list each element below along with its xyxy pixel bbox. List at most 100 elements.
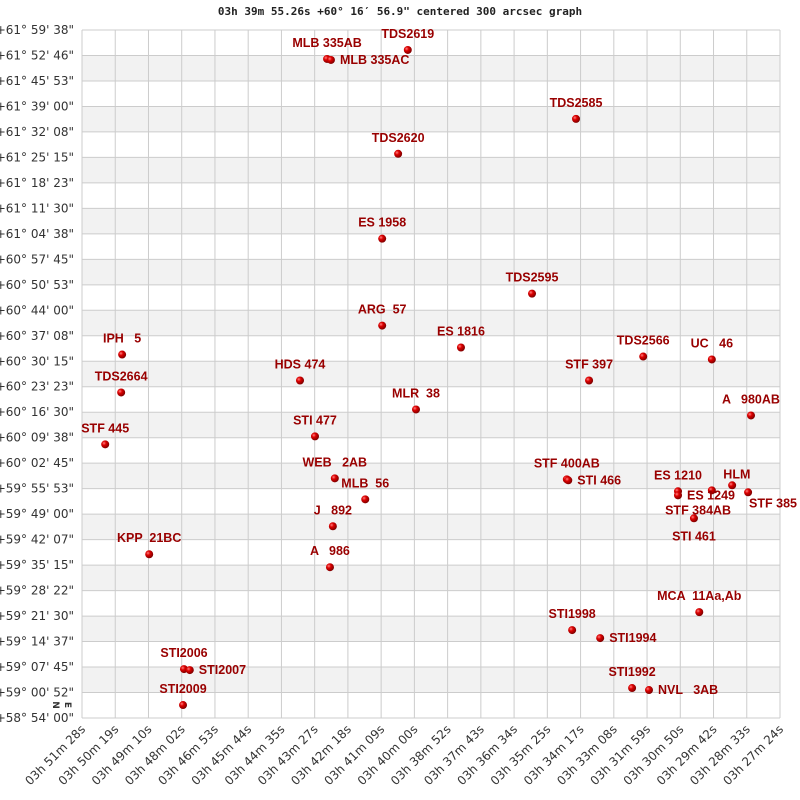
y-tick-label: +59° 35' 15" xyxy=(0,558,74,572)
y-tick-label: +60° 37' 08" xyxy=(0,329,74,343)
star-label: A 986 xyxy=(310,544,350,558)
y-tick-label: +61° 45' 53" xyxy=(0,74,74,88)
star-label: STI 466 xyxy=(577,473,621,487)
north-label: N xyxy=(50,701,60,709)
grid-band xyxy=(82,590,780,617)
y-tick-label: +59° 07' 45" xyxy=(0,660,74,674)
star-marker xyxy=(378,234,387,243)
star-marker xyxy=(145,550,154,559)
grid-band xyxy=(82,488,780,515)
star-marker xyxy=(403,45,412,54)
grid-band xyxy=(82,412,780,438)
star-label: UC 46 xyxy=(691,336,733,350)
east-label: E xyxy=(62,702,72,708)
star-label: MLB 56 xyxy=(341,476,389,490)
grid-band xyxy=(82,30,780,56)
star-label: ES 1816 xyxy=(437,325,485,339)
star-label: STI1992 xyxy=(608,665,655,679)
star-label: STI2007 xyxy=(199,663,246,677)
y-tick-label: +61° 59' 38" xyxy=(0,23,74,37)
star-label: HLM xyxy=(723,467,750,481)
star-label: STI 477 xyxy=(293,413,337,427)
grid-band xyxy=(82,463,780,489)
star-label: STF 397 xyxy=(565,357,613,371)
star-marker xyxy=(118,350,127,359)
y-tick-label: +60° 09' 38" xyxy=(0,431,74,445)
y-tick-label: +60° 44' 00" xyxy=(0,303,74,317)
y-tick-label: +59° 21' 30" xyxy=(0,609,74,623)
star-marker xyxy=(296,376,305,385)
y-tick-label: +61° 39' 00" xyxy=(0,99,74,113)
star-marker xyxy=(728,481,737,490)
star-label: STF 400AB xyxy=(534,456,600,470)
star-label: STI1998 xyxy=(549,607,596,621)
star-label: TDS2566 xyxy=(617,334,670,348)
star-label: IPH 5 xyxy=(103,332,141,346)
grid-band xyxy=(82,182,780,209)
star-label: ES 1210 xyxy=(654,468,702,482)
star-marker xyxy=(394,149,403,158)
star-marker xyxy=(707,355,716,364)
y-tick-label: +59° 49' 00" xyxy=(0,507,74,521)
star-marker xyxy=(378,321,387,330)
star-marker xyxy=(412,405,421,414)
grid-band xyxy=(82,641,780,668)
grid-band xyxy=(82,437,780,464)
star-label: J 892 xyxy=(314,503,352,517)
star-marker xyxy=(185,666,194,675)
grid-band xyxy=(82,157,780,183)
star-marker xyxy=(689,514,698,523)
star-label: ARG 57 xyxy=(358,303,407,317)
star-label: MLB 335AC xyxy=(340,53,409,67)
grid-band xyxy=(82,361,780,387)
star-marker xyxy=(310,432,319,441)
star-label: TDS2664 xyxy=(95,369,148,383)
star-label: TDS2619 xyxy=(381,27,434,41)
y-tick-label: +61° 52' 46" xyxy=(0,48,74,62)
star-marker xyxy=(585,376,594,385)
grid-band xyxy=(82,539,780,566)
grid-band xyxy=(82,386,780,413)
grid-band xyxy=(82,208,780,234)
star-marker xyxy=(639,352,648,361)
star-label: TDS2620 xyxy=(372,131,425,145)
grid-band xyxy=(82,565,780,591)
y-tick-label: +61° 11' 30" xyxy=(0,201,74,215)
star-marker xyxy=(330,474,339,483)
star-label: MCA 11Aa,Ab xyxy=(657,589,742,603)
star-marker xyxy=(361,495,370,504)
star-marker xyxy=(568,626,577,635)
grid-band xyxy=(82,55,780,81)
star-marker xyxy=(528,289,537,298)
star-label: HDS 474 xyxy=(275,357,326,371)
star-marker xyxy=(572,114,581,123)
star-label: MLR 38 xyxy=(392,386,440,400)
star-label: STI1994 xyxy=(609,631,656,645)
grid-band xyxy=(82,80,780,107)
star-label: TDS2595 xyxy=(506,271,559,285)
y-tick-label: +60° 30' 15" xyxy=(0,354,74,368)
y-tick-label: +61° 32' 08" xyxy=(0,125,74,139)
star-label: STI2009 xyxy=(159,682,206,696)
grid-band xyxy=(82,131,780,158)
star-label: TDS2585 xyxy=(550,96,603,110)
y-tick-label: +61° 25' 15" xyxy=(0,150,74,164)
y-tick-label: +59° 14' 37" xyxy=(0,635,74,649)
y-tick-label: +59° 42' 07" xyxy=(0,533,74,547)
grid-band xyxy=(82,284,780,311)
chart-title: 03h 39m 55.26s +60° 16′ 56.9" centered 3… xyxy=(217,5,583,18)
star-label: STI2006 xyxy=(160,646,207,660)
star-marker xyxy=(628,684,637,693)
star-label: STF 445 xyxy=(81,421,129,435)
grid-band xyxy=(82,667,780,693)
grid-band xyxy=(82,106,780,132)
star-marker xyxy=(645,686,654,695)
star-marker xyxy=(456,343,465,352)
star-label: WEB 2AB xyxy=(303,455,368,469)
star-label: STF 384AB xyxy=(665,503,731,517)
star-label: ES 1249 xyxy=(687,488,735,502)
star-marker xyxy=(564,476,573,485)
grid-band xyxy=(82,259,780,285)
